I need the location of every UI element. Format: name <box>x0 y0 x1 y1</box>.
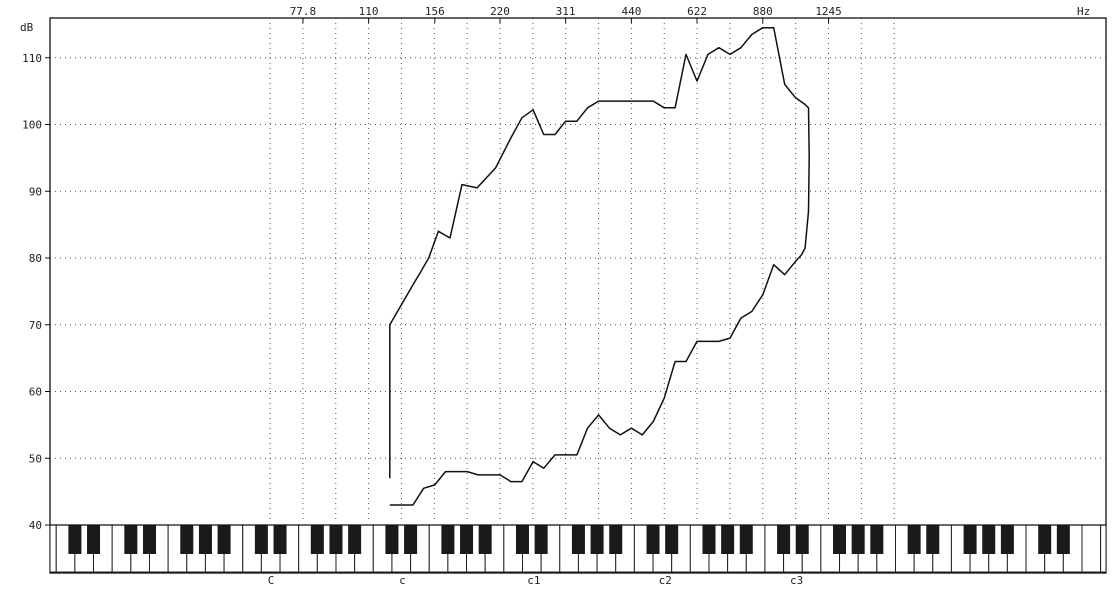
piano-black-key <box>460 525 474 554</box>
x-tick-label: 440 <box>621 5 641 18</box>
note-label: c <box>399 574 406 587</box>
y-tick-label: 110 <box>22 52 42 65</box>
piano-black-key <box>198 525 212 554</box>
x-axis-ticks: 77.8 110 156 220 311 440 622 880 1245 <box>290 5 842 23</box>
note-label: c2 <box>659 574 672 587</box>
piano-black-key <box>926 525 940 554</box>
piano-black-key <box>777 525 791 554</box>
y-axis-ticks: 40 50 60 70 80 90 100 110 <box>22 52 50 532</box>
x-tick-label: 1245 <box>815 5 842 18</box>
piano-black-key <box>795 525 809 554</box>
x-tick-label: 220 <box>490 5 510 18</box>
y-tick-label: 60 <box>29 386 42 399</box>
piano-white-key <box>1100 524 1107 573</box>
plot-frame <box>49 17 1107 574</box>
y-tick-label: 50 <box>29 452 42 465</box>
y-tick-label: 70 <box>29 319 42 332</box>
piano-black-key <box>87 525 101 554</box>
piano-black-key <box>404 525 418 554</box>
piano-black-key <box>907 525 921 554</box>
grid <box>50 18 1106 520</box>
piano-black-key <box>254 525 268 554</box>
y-tick-label: 80 <box>29 252 42 265</box>
piano-black-key <box>534 525 548 554</box>
series-line <box>389 26 810 506</box>
piano-black-key <box>478 525 492 554</box>
x-tick-label: 156 <box>425 5 445 18</box>
piano-black-key <box>851 525 865 554</box>
piano-black-key <box>124 525 138 554</box>
y-axis-label: dB <box>20 21 34 34</box>
piano-black-key <box>310 525 324 554</box>
piano-black-key <box>665 525 679 554</box>
piano-black-key <box>1056 525 1070 554</box>
piano-black-key <box>385 525 399 554</box>
x-tick-label: 311 <box>556 5 576 18</box>
piano-black-key <box>721 525 735 554</box>
note-label: C <box>268 574 275 587</box>
y-tick-label: 40 <box>29 519 42 532</box>
piano-black-key <box>68 525 82 554</box>
x-tick-label: 622 <box>687 5 707 18</box>
piano-black-key <box>273 525 287 554</box>
piano-keyboard <box>49 524 1107 573</box>
piano-black-key <box>180 525 194 554</box>
piano-white-key <box>49 524 57 573</box>
piano-black-key <box>646 525 660 554</box>
y-tick-label: 90 <box>29 185 42 198</box>
x-tick-label: 77.8 <box>290 5 317 18</box>
piano-black-key <box>515 525 529 554</box>
piano-black-key <box>590 525 604 554</box>
piano-black-key <box>348 525 362 554</box>
piano-black-key <box>982 525 996 554</box>
x-axis-unit: Hz <box>1077 5 1090 18</box>
piano-black-key <box>609 525 623 554</box>
piano-black-key <box>142 525 156 554</box>
y-tick-label: 100 <box>22 119 42 132</box>
note-label: c3 <box>790 574 803 587</box>
x-tick-label: 880 <box>753 5 773 18</box>
piano-black-key <box>1000 525 1014 554</box>
piano-black-key <box>441 525 455 554</box>
piano-black-key <box>739 525 753 554</box>
piano-black-key <box>833 525 847 554</box>
piano-black-key <box>870 525 884 554</box>
piano-black-key <box>702 525 716 554</box>
x-tick-label: 110 <box>359 5 379 18</box>
note-label: c1 <box>527 574 540 587</box>
piano-black-key <box>1038 525 1052 554</box>
piano-white-key <box>1081 524 1102 573</box>
piano-black-key <box>217 525 231 554</box>
piano-black-key <box>329 525 343 554</box>
piano-black-key <box>963 525 977 554</box>
piano-black-key <box>571 525 585 554</box>
